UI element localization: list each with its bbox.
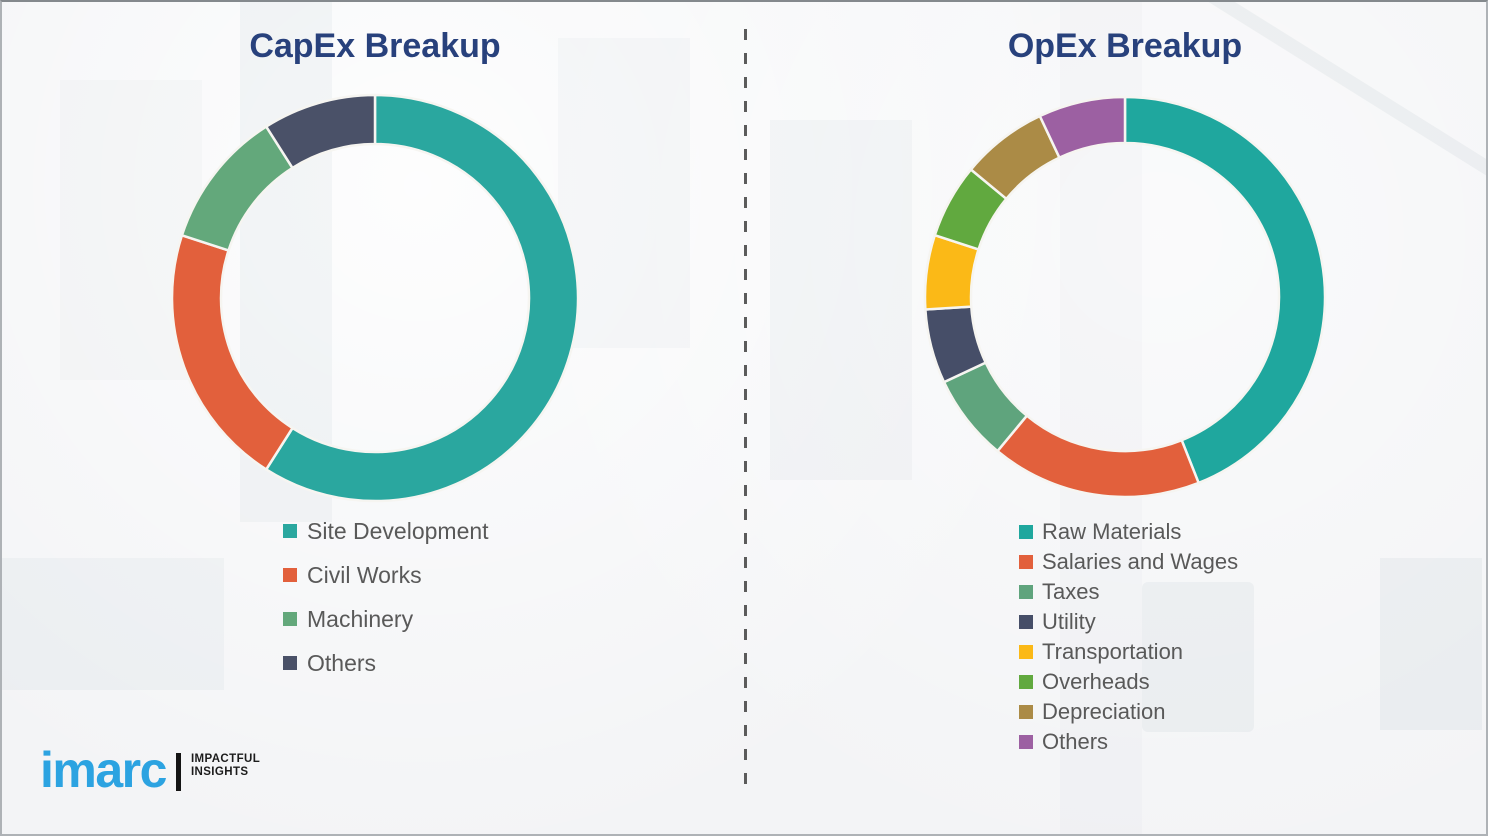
legend-label: Others: [1042, 729, 1109, 754]
donut-segment-site-development: [264, 93, 580, 503]
donut-segment-others: [264, 93, 377, 170]
legend-label: Utility: [1042, 609, 1096, 634]
opex-donut-chart: [923, 95, 1327, 499]
legend-label: Machinery: [307, 605, 414, 632]
logo-tagline-line2: INSIGHTS: [190, 766, 249, 778]
legend-item: Raw Materials: [1019, 517, 1238, 547]
watermark-shape: [2, 558, 224, 690]
watermark-shape: [770, 120, 912, 480]
logo-divider-bar: [175, 753, 181, 791]
divider-dashed-line: [744, 29, 747, 791]
legend-swatch: [1019, 675, 1033, 689]
donut-segment-machinery: [180, 125, 294, 252]
legend-item: Depreciation: [1019, 697, 1238, 727]
legend-swatch: [1019, 615, 1033, 629]
legend-swatch: [1019, 735, 1033, 749]
legend-item: Salaries and Wages: [1019, 547, 1238, 577]
logo-tagline: IMPACTFUL INSIGHTS: [191, 753, 260, 779]
legend-item: Utility: [1019, 607, 1238, 637]
legend-item: Taxes: [1019, 577, 1238, 607]
legend-swatch: [1019, 525, 1033, 539]
legend-swatch: [1019, 705, 1033, 719]
donut-segment-civil-works: [170, 234, 294, 471]
legend-label: Civil Works: [307, 561, 422, 588]
imarc-logo-text: imarc: [40, 742, 167, 798]
legend-item: Civil Works: [283, 553, 489, 597]
opex-legend: Raw Materials Salaries and Wages Taxes Util…: [1019, 517, 1238, 757]
opex-title: OpEx Breakup: [1007, 27, 1243, 65]
legend-label: Overheads: [1042, 669, 1150, 694]
donut-segment-others: [1038, 95, 1127, 159]
legend-item: Machinery: [283, 597, 489, 641]
legend-item: Transportation: [1019, 637, 1238, 667]
legend-swatch: [283, 612, 297, 626]
legend-label: Taxes: [1042, 579, 1100, 604]
capex-donut-chart: [170, 93, 580, 503]
imarc-logo: imarc IMPACTFUL INSIGHTS: [40, 744, 260, 796]
legend-label: Raw Materials: [1042, 519, 1182, 544]
legend-swatch: [1019, 645, 1033, 659]
legend-label: Others: [307, 649, 377, 676]
legend-label: Depreciation: [1042, 699, 1166, 724]
legend-item: Others: [1019, 727, 1238, 757]
donut-segment-raw-materials: [1123, 95, 1327, 485]
legend-swatch: [283, 568, 297, 582]
legend-swatch: [283, 656, 297, 670]
legend-label: Salaries and Wages: [1042, 549, 1239, 574]
logo-tagline-line1: IMPACTFUL: [190, 753, 261, 765]
legend-item: Site Development: [283, 509, 489, 553]
capex-title: CapEx Breakup: [249, 27, 501, 65]
capex-legend: Site Development Civil Works Machinery Othe…: [283, 509, 489, 685]
donut-segment-salaries-and-wages: [996, 414, 1200, 499]
watermark-shape: [1380, 558, 1482, 730]
legend-label: Transportation: [1042, 639, 1184, 664]
legend-label: Site Development: [307, 517, 489, 544]
legend-swatch: [1019, 585, 1033, 599]
legend-item: Overheads: [1019, 667, 1238, 697]
legend-swatch: [1019, 555, 1033, 569]
legend-swatch: [283, 524, 297, 538]
legend-item: Others: [283, 641, 489, 685]
